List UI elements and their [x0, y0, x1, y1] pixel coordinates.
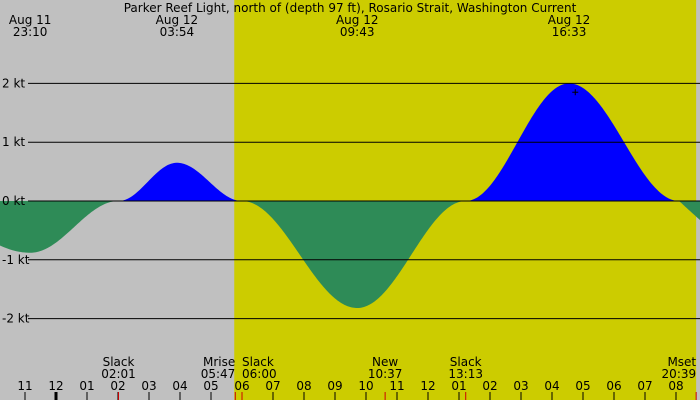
event-time-label: 06:00 — [242, 367, 277, 381]
hour-tick-label: 11 — [389, 379, 404, 393]
hour-tick-label: 07 — [265, 379, 280, 393]
y-tick-label: 1 kt — [2, 135, 25, 149]
event-name-label: Slack — [103, 355, 135, 369]
hour-tick-label: 12 — [48, 379, 63, 393]
hour-tick-label: 06 — [234, 379, 249, 393]
y-tick-label: -1 kt — [2, 253, 30, 267]
event-name-label: Slack — [450, 355, 482, 369]
extreme-time-label: 23:10 — [13, 25, 48, 39]
extreme-time-label: 03:54 — [160, 25, 195, 39]
hour-tick-label: 05 — [203, 379, 218, 393]
event-labels: Slack02:01Mrise05:47Slack06:00New10:37Sl… — [101, 355, 697, 381]
event-time-label: 20:39 — [662, 367, 697, 381]
extreme-date-label: Aug 12 — [156, 13, 199, 27]
hour-tick-label: 01 — [79, 379, 94, 393]
event-time-label: 10:37 — [368, 367, 403, 381]
hour-tick-label: 12 — [420, 379, 435, 393]
chart-title: Parker Reef Light, north of (depth 97 ft… — [124, 1, 577, 15]
event-time-label: 05:47 — [201, 367, 236, 381]
hour-tick-label: 04 — [172, 379, 187, 393]
hour-tick-label: 03 — [141, 379, 156, 393]
event-time-label: 02:01 — [101, 367, 136, 381]
hour-tick-label: 02 — [110, 379, 125, 393]
hour-tick-label: 04 — [544, 379, 559, 393]
hour-tick-label: 05 — [575, 379, 590, 393]
extreme-date-label: Aug 12 — [336, 13, 379, 27]
extreme-time-label: 09:43 — [340, 25, 375, 39]
ebb-area — [0, 201, 700, 309]
hour-tick-label: 11 — [17, 379, 32, 393]
flood-area — [0, 83, 700, 201]
hour-tick-label: 10 — [358, 379, 373, 393]
y-axis-tick-labels: 2 kt 1 kt 0 kt -1 kt -2 kt — [2, 76, 30, 325]
hour-tick-label: 06 — [606, 379, 621, 393]
hour-tick-label: 08 — [296, 379, 311, 393]
hour-tick-label: 03 — [513, 379, 528, 393]
hour-tick-label: 08 — [668, 379, 683, 393]
grid-lines — [28, 82, 700, 320]
event-name-label: Slack — [242, 355, 274, 369]
event-name-label: Mset — [667, 355, 696, 369]
extreme-date-label: Aug 12 — [548, 13, 591, 27]
y-tick-label: 0 kt — [2, 194, 25, 208]
extreme-date-label: Aug 11 — [9, 13, 52, 27]
current-areas — [0, 83, 700, 309]
extreme-time-label: 16:33 — [552, 25, 587, 39]
event-name-label: Mrise — [203, 355, 235, 369]
hour-tick-label: 07 — [637, 379, 652, 393]
hour-tick-label: 09 — [327, 379, 342, 393]
hour-tick-label: 02 — [482, 379, 497, 393]
hour-tick-label: 01 — [451, 379, 466, 393]
current-time-marker — [572, 89, 579, 96]
y-tick-label: -2 kt — [2, 312, 30, 326]
y-tick-label: 2 kt — [2, 76, 25, 90]
event-name-label: New — [372, 355, 398, 369]
event-time-label: 13:13 — [448, 367, 483, 381]
hour-axis: 11 12 01 02 03 04 05 06 07 08 09 10 11 12 01 02 03 04 05 06… — [17, 379, 700, 400]
